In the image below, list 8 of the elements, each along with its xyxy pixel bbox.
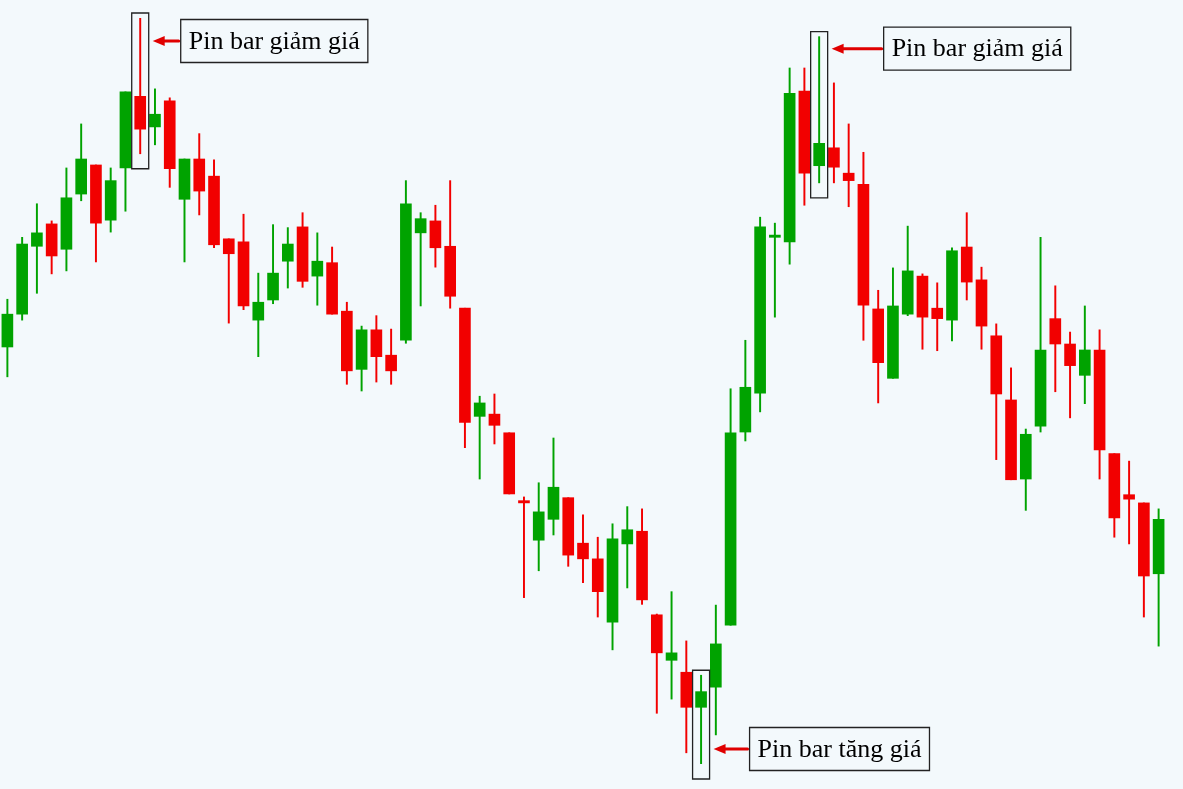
candlestick (842, 123, 855, 208)
annotation: Pin bar tăng giá (757, 733, 922, 763)
candlestick (665, 591, 678, 700)
candlestick (1123, 460, 1135, 545)
candlestick (769, 222, 781, 318)
annotation: Pin bar giảm giá (188, 25, 361, 55)
annotation: Pin bar giảm giá (891, 33, 1064, 63)
candlestick (518, 496, 530, 598)
